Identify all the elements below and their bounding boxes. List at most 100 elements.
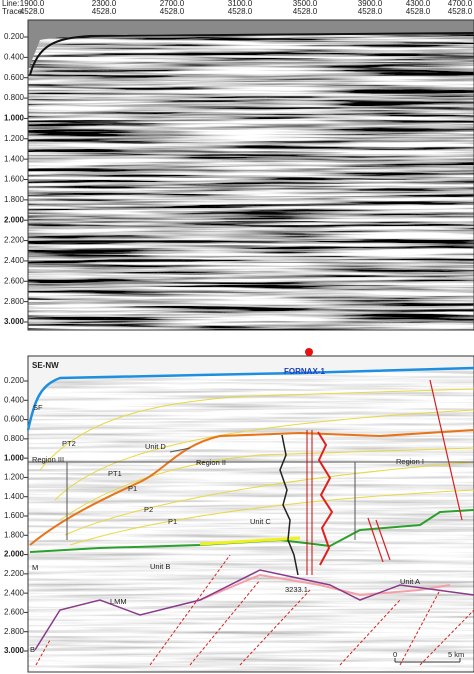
annotation: P2: [144, 505, 153, 514]
depth-tick-label: 1.200: [4, 134, 25, 143]
seismic-image: [28, 356, 474, 672]
scale-label: 5 km: [448, 650, 464, 659]
region-boundaries: [28, 447, 474, 540]
depth-tick-label: 2.400: [4, 588, 25, 597]
trace-value: 4528.0: [358, 7, 383, 16]
pointer: [169, 447, 191, 453]
well-name: FORNAX-1: [284, 367, 325, 376]
annotation: Region I: [396, 457, 424, 466]
line-value: 3100.0: [228, 0, 253, 8]
line-value: 2700.0: [160, 0, 185, 8]
annotation: Unit D: [145, 442, 166, 451]
annotation: Region II: [196, 458, 226, 467]
annotation: Region III: [32, 455, 64, 464]
bottom-panel: SE-NW FORNAX-1 SF PT2 Region III PT1 Uni…: [4, 348, 474, 673]
panel-frame: [27, 355, 474, 673]
depth-tick-label: 0.600: [4, 415, 25, 424]
water-column: [28, 356, 474, 430]
depth-tick-label: 2.400: [4, 256, 25, 265]
depth-tick-label: 0.200: [4, 32, 25, 41]
horizons: [26, 366, 474, 651]
header-values: 1900.04528.02300.04528.02700.04528.03100…: [20, 0, 473, 16]
annotations: SF PT2 Region III PT1 Unit D Region II R…: [30, 403, 424, 654]
depth-tick-label: 1.400: [4, 154, 25, 163]
depth-tick-label: 0.800: [4, 93, 25, 102]
depth-tick-label: 3.000: [4, 646, 25, 655]
depth-tick-label: 0.400: [4, 395, 25, 404]
depth-tick-label: 2.200: [4, 236, 25, 245]
faults: [35, 379, 474, 666]
trace-value: 4528.0: [293, 7, 318, 16]
depth-tick-label: 2.000: [4, 215, 25, 224]
fault-solid: [367, 379, 463, 563]
log-curve: [317, 431, 334, 566]
depth-axis: 0.200 0.400 0.600 0.800 1.000 1.200 1.400 1.600…: [4, 376, 28, 655]
depth-tick-label: 2.800: [4, 627, 25, 636]
annotation: PT1: [108, 469, 122, 478]
annotation: Unit B: [150, 562, 170, 571]
annotation: SF: [33, 403, 43, 412]
depth-tick-label: 0.600: [4, 73, 25, 82]
trace-value: 4528.0: [92, 7, 117, 16]
line-value: 3500.0: [293, 0, 318, 8]
trace-value: 4528.0: [228, 7, 253, 16]
annotation: LMM: [110, 597, 127, 606]
top-panel: Line: Trace: 1900.04528.02300.04528.0270…: [2, 0, 474, 331]
scale-label: 0: [393, 650, 397, 659]
trace-value: 4528.0: [20, 7, 45, 16]
line-value: 4700.0: [448, 0, 473, 8]
horizon-highlight: [199, 536, 301, 546]
annotation: Unit C: [250, 517, 271, 526]
horizon-m: [29, 509, 474, 553]
line-label: Line:: [2, 0, 19, 8]
depth-tick-label: 0.400: [4, 52, 25, 61]
depth-tick-label: 0.800: [4, 434, 25, 443]
annotation: PT2: [62, 439, 76, 448]
depth-tick-label: 1.800: [4, 530, 25, 539]
horizon: [59, 447, 474, 521]
line-value: 1900.0: [20, 0, 45, 8]
line-value: 2300.0: [92, 0, 117, 8]
depth-tick-label: 0.200: [4, 376, 25, 385]
horizon: [54, 409, 474, 501]
depth-tick-label: 1.800: [4, 195, 25, 204]
well-logs: [279, 430, 334, 576]
depth-tick-label: 1.000: [4, 453, 25, 462]
depth-tick-label: 2.200: [4, 569, 25, 578]
depth-tick-label: 1.600: [4, 175, 25, 184]
annotation: Unit A: [400, 577, 420, 586]
trace-value: 4528.0: [406, 7, 431, 16]
depth-tick-label: 1.400: [4, 492, 25, 501]
line-value: 3900.0: [358, 0, 383, 8]
trace-value: 4528.0: [160, 7, 185, 16]
depth-tick-label: 1.600: [4, 511, 25, 520]
depth-tick-label: 3.000: [4, 317, 25, 326]
log-curve: [279, 434, 299, 576]
panel-frame: [27, 19, 474, 331]
section-label: SE-NW: [32, 361, 59, 370]
water-column: [28, 20, 474, 70]
depth-tick-label: 1.000: [4, 114, 25, 123]
depth-tick-label: 2.000: [4, 550, 25, 559]
fault-dashed: [35, 554, 474, 666]
horizon: [64, 461, 474, 536]
annotation: M: [32, 563, 38, 572]
depth-tick-label: 2.600: [4, 276, 25, 285]
horizon: [39, 388, 474, 471]
horizon: [69, 489, 474, 546]
line-value: 4300.0: [406, 0, 431, 8]
seismic-image: [28, 20, 474, 330]
trace-value: 4528.0: [448, 7, 473, 16]
depth-tick-label: 2.600: [4, 608, 25, 617]
well-location: [305, 348, 313, 356]
depth-axis: 0.200 0.400 0.600 0.800 1.000 1.200 1.400 1.600…: [4, 32, 28, 326]
horizon-pt: [29, 429, 474, 546]
trace-label: Trace:: [2, 7, 24, 16]
annotation: 3233.1: [285, 585, 308, 594]
seafloor-reflector: [29, 32, 474, 76]
depth-tick-label: 2.800: [4, 297, 25, 306]
annotation: B: [30, 645, 35, 654]
annotation: P1: [128, 484, 137, 493]
seafloor-horizon: [26, 366, 474, 431]
